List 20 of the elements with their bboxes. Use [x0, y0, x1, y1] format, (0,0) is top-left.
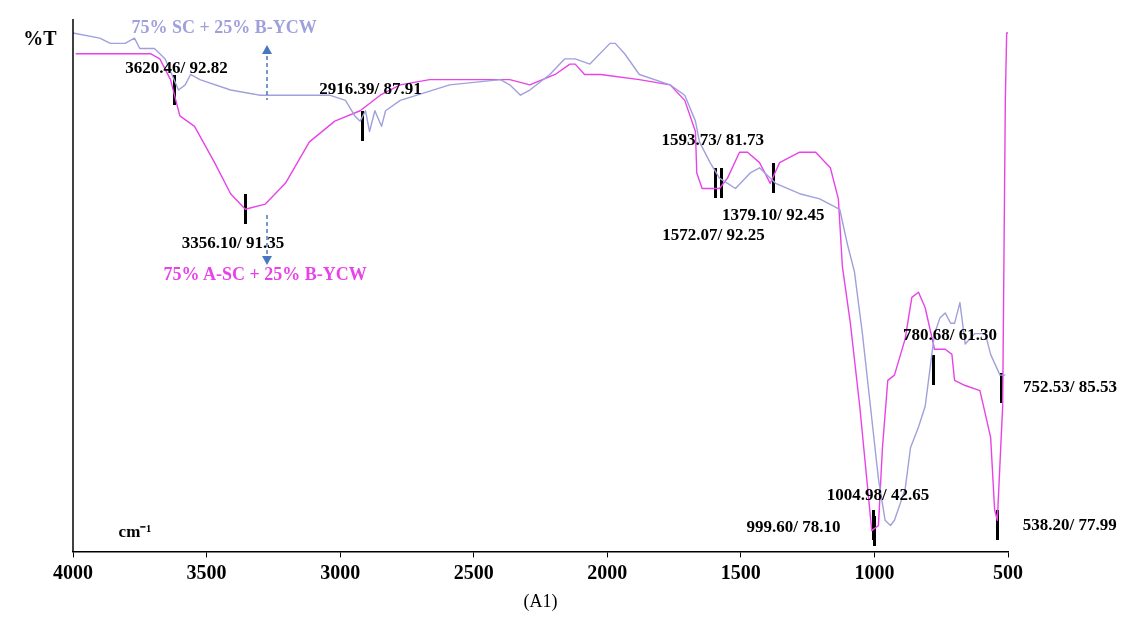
x-tick-label: 2000	[587, 560, 628, 583]
series-label: 75% SC + 25% B-YCW	[131, 16, 317, 37]
text: 75% A-SC + 25% B-YCW	[163, 263, 367, 284]
x-tick-label: 2500	[453, 560, 494, 583]
text: (A1)	[523, 590, 558, 612]
annotation: 3356.10/ 91.35	[181, 232, 285, 252]
annotation: 538.20/ 77.99	[1022, 514, 1117, 534]
y-axis-title: %T	[23, 27, 58, 50]
x-tick-label: 3500	[186, 560, 227, 583]
x-tick-label: 500	[993, 560, 1023, 583]
x-axis-title: cm⁻¹	[118, 521, 152, 541]
x-tick-label: 1000	[854, 560, 895, 583]
annotation: 1379.10/ 92.45	[721, 204, 825, 224]
text: 752.53/ 85.53	[1023, 377, 1117, 397]
x-tick-label: 1500	[720, 560, 761, 583]
x-tick-label: 4000	[53, 560, 93, 583]
annotation: 1004.98/ 42.65	[826, 484, 930, 504]
x-tick-label: 3000	[320, 560, 361, 583]
annotation: 1572.07/ 92.25	[662, 224, 765, 244]
annotation: 999.60/ 78.10	[746, 517, 841, 537]
